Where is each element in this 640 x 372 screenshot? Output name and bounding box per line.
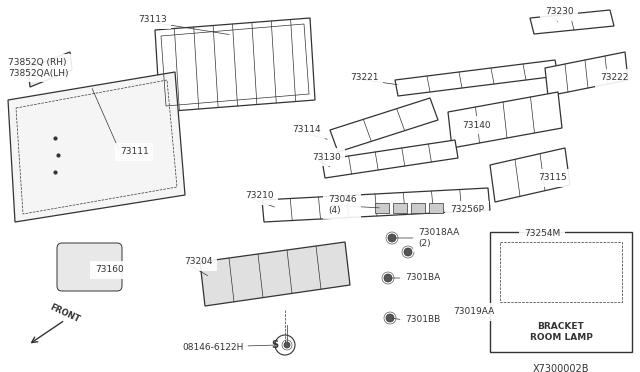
Polygon shape <box>155 18 315 112</box>
Bar <box>490 232 632 352</box>
Bar <box>375 203 389 213</box>
Polygon shape <box>395 60 558 96</box>
Polygon shape <box>322 140 458 178</box>
Polygon shape <box>545 52 628 96</box>
Bar <box>411 203 425 213</box>
Text: 7301BA: 7301BA <box>405 273 440 282</box>
Polygon shape <box>448 92 562 148</box>
Polygon shape <box>200 242 350 306</box>
Text: X7300002B: X7300002B <box>532 364 589 372</box>
Text: 73230: 73230 <box>545 7 573 16</box>
Polygon shape <box>530 10 614 34</box>
Text: 73113: 73113 <box>138 16 167 25</box>
Polygon shape <box>28 52 72 87</box>
Circle shape <box>404 248 412 256</box>
Bar <box>393 203 407 213</box>
Polygon shape <box>262 188 490 222</box>
Text: 73852Q (RH)
73852QA(LH): 73852Q (RH) 73852QA(LH) <box>8 58 68 78</box>
Text: 73221: 73221 <box>350 74 378 83</box>
Text: 73256P: 73256P <box>450 205 484 215</box>
Polygon shape <box>510 240 622 278</box>
Circle shape <box>551 306 559 314</box>
Circle shape <box>386 314 394 322</box>
Circle shape <box>384 274 392 282</box>
Text: 73130: 73130 <box>312 153 340 161</box>
Circle shape <box>284 342 290 348</box>
Text: 73254M: 73254M <box>524 228 560 237</box>
Text: 73111: 73111 <box>120 148 148 157</box>
Text: 73019AA: 73019AA <box>452 308 494 317</box>
Text: 73140: 73140 <box>462 121 491 129</box>
Text: FRONT: FRONT <box>48 302 81 324</box>
Text: 73222: 73222 <box>600 74 628 83</box>
Text: BRACKET
ROOM LAMP: BRACKET ROOM LAMP <box>529 322 593 342</box>
Text: 73114: 73114 <box>292 125 321 135</box>
FancyBboxPatch shape <box>57 243 122 291</box>
Polygon shape <box>330 98 438 152</box>
Text: 73210: 73210 <box>245 192 274 201</box>
Text: 73204: 73204 <box>184 257 212 266</box>
Text: 7301BB: 7301BB <box>405 315 440 324</box>
Text: 73018AA
(2): 73018AA (2) <box>418 228 460 248</box>
Circle shape <box>388 234 396 242</box>
Polygon shape <box>490 148 570 202</box>
Text: 73046
(4): 73046 (4) <box>328 195 356 215</box>
Bar <box>429 203 443 213</box>
Text: 73160: 73160 <box>95 266 124 275</box>
Text: 08146-6122H: 08146-6122H <box>182 343 243 353</box>
Text: S: S <box>271 340 278 350</box>
Text: 73115: 73115 <box>538 173 567 183</box>
Polygon shape <box>8 72 185 222</box>
